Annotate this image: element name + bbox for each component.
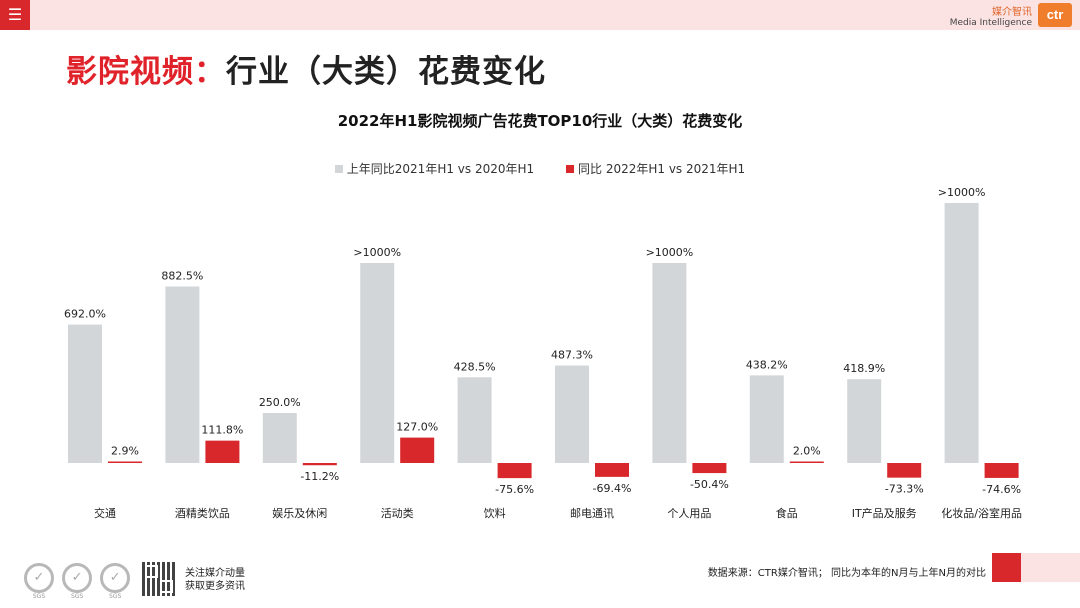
follow-line-1: 关注媒介动量: [185, 568, 245, 579]
chart-title: 2022年H1影院视频广告花费TOP10行业（大类）花费变化: [337, 112, 743, 130]
bar-current-year: [887, 463, 922, 478]
data-label: >1000%: [938, 186, 986, 199]
data-label: -11.2%: [300, 470, 339, 483]
bar-prev-year: [165, 286, 200, 463]
data-label: -69.4%: [593, 482, 632, 495]
qr-code-icon: [142, 562, 176, 596]
data-label: >1000%: [353, 246, 401, 259]
bar-current-year: [108, 461, 142, 463]
sgs-seal-icon: ✓ SGS: [24, 563, 54, 600]
page-title: 影院视频：行业（大类）花费变化: [66, 46, 546, 91]
page-title-prefix: 影院视频：: [66, 54, 226, 90]
legend-swatch-red: [566, 165, 574, 173]
page-title-rest: 行业（大类）花费变化: [226, 54, 546, 90]
category-label: 活动类: [381, 506, 414, 520]
data-label: 127.0%: [396, 421, 438, 434]
sgs-seal-icon: ✓ SGS: [100, 563, 131, 600]
category-label: 饮料: [484, 506, 506, 520]
legend-item-prev-year: 上年同比2021年H1 vs 2020年H1: [334, 160, 535, 177]
bar-current-year: [400, 437, 435, 463]
bar-prev-year: [262, 413, 297, 463]
data-label: >1000%: [646, 246, 694, 259]
data-label: -50.4%: [690, 478, 729, 491]
legend-label-current-year: 同比 2022年H1 vs 2021年H1: [578, 162, 746, 176]
bar-prev-year: [944, 203, 979, 463]
data-label: 428.5%: [454, 360, 496, 373]
hamburger-menu-icon[interactable]: ☰: [0, 0, 30, 30]
legend-label-prev-year: 上年同比2021年H1 vs 2020年H1: [346, 162, 535, 176]
data-label: 487.3%: [551, 349, 593, 362]
category-label: 酒精类饮品: [175, 506, 230, 520]
data-label: 2.9%: [111, 445, 139, 458]
category-label: 邮电通讯: [570, 507, 614, 520]
bar-current-year: [789, 461, 824, 463]
bar-prev-year: [652, 263, 687, 463]
bar-current-year: [692, 463, 727, 474]
chart-legend: 上年同比2021年H1 vs 2020年H1 同比 2022年H1 vs 202…: [0, 160, 1080, 177]
follow-line-2: 获取更多资讯: [185, 581, 245, 592]
bar-current-year: [205, 440, 240, 463]
brand-en: Media Intelligence: [949, 18, 1032, 28]
data-label: 882.5%: [161, 270, 203, 283]
data-label: 418.9%: [843, 362, 885, 375]
bar-prev-year: [68, 324, 102, 463]
data-label: 692.0%: [64, 308, 106, 321]
bar-current-year: [497, 463, 532, 479]
bar-chart: 692.0% 2.9% 交通 882.5% 111.8% 酒精类饮品 250.0% -11.2…: [64, 186, 1022, 520]
data-label: 2.0%: [793, 445, 821, 458]
top-bar: ☰ 媒介智讯 Media Intelligence ctr: [0, 0, 1080, 30]
brand-cn: 媒介智讯: [992, 7, 1032, 18]
category-label: 交通: [94, 506, 116, 520]
bar-prev-year: [457, 377, 492, 463]
data-label: -75.6%: [495, 483, 534, 496]
data-label: 111.8%: [201, 424, 243, 437]
brand: 媒介智讯 Media Intelligence: [950, 7, 1032, 29]
bar-prev-year: [749, 375, 784, 463]
legend-item-current-year: 同比 2022年H1 vs 2021年H1: [566, 160, 745, 177]
data-label: -74.6%: [982, 483, 1021, 496]
bar-current-year: [984, 463, 1019, 478]
bar-current-year: [302, 463, 337, 466]
category-label: 食品: [776, 506, 798, 520]
follow-text: 关注媒介动量 获取更多资讯: [185, 567, 245, 593]
category-label: IT产品及服务: [852, 506, 917, 520]
bar-prev-year: [847, 379, 882, 463]
data-label: 438.2%: [746, 358, 788, 371]
bar-prev-year: [555, 365, 589, 463]
ctr-logo: ctr: [1038, 3, 1072, 27]
bar-current-year: [595, 463, 629, 477]
footer-accent: [992, 553, 1021, 582]
legend-swatch-gray: [334, 165, 343, 173]
certification-seals: ✓ SGS ✓ SGS ✓ SGS: [24, 563, 133, 600]
bar-prev-year: [360, 263, 395, 463]
category-label: 个人用品: [667, 507, 711, 520]
category-label: 化妆品/浴室用品: [941, 506, 1022, 520]
sgs-seal-icon: ✓ SGS: [62, 563, 93, 600]
category-label: 娱乐及休闲: [272, 506, 327, 520]
data-source: 数据来源：CTR媒介智讯； 同比为本年的N月与上年N月的对比: [707, 568, 986, 579]
data-label: 250.0%: [259, 396, 301, 409]
data-label: -73.3%: [885, 483, 924, 496]
